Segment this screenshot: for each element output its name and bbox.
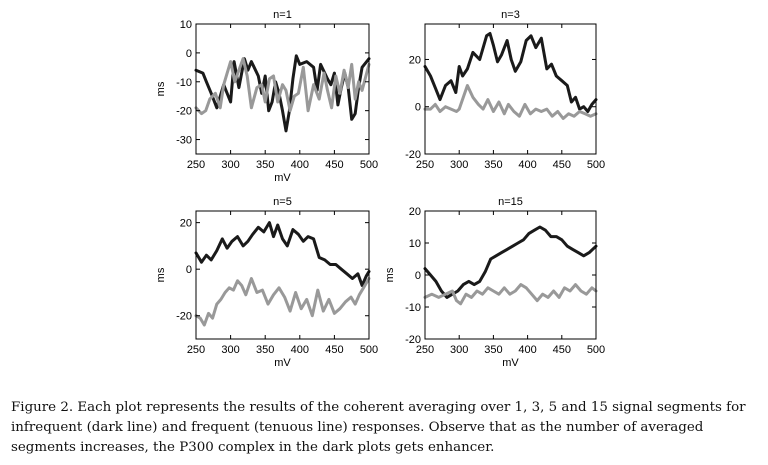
x-tick-label: 400 (291, 159, 309, 171)
x-tick-label: 250 (416, 344, 434, 356)
plot-border (424, 23, 597, 155)
x-axis-label: mV (274, 172, 291, 184)
y-tick-label: -20 (176, 106, 192, 118)
x-tick-label: 300 (221, 344, 239, 356)
y-tick-label: 20 (409, 54, 421, 66)
plot-frame (424, 23, 597, 155)
x-tick-label: 450 (553, 159, 571, 171)
y-tick-label: -30 (176, 135, 192, 147)
y-tick-label: -10 (176, 77, 192, 89)
y-tick-label: -20 (176, 311, 192, 323)
y-tick-label: -20 (405, 149, 421, 161)
x-tick-label: 450 (325, 159, 343, 171)
x-tick-label: 350 (484, 344, 502, 356)
y-tick-label: 10 (409, 238, 421, 250)
y-tick-label: 0 (186, 48, 192, 60)
chart-panel-3: 250 300 350 400 450 500 20 0 -20 n=5 mV ms (155, 196, 378, 369)
x-axis-label: mV (502, 357, 519, 369)
y-axis-label: ms (384, 267, 396, 282)
x-tick-label: 250 (187, 344, 205, 356)
y-tick-label: 0 (415, 270, 421, 282)
x-tick-label: 400 (291, 344, 309, 356)
plot-frame (195, 210, 370, 340)
series-group (194, 221, 371, 327)
series-line-light (194, 277, 371, 327)
x-tick-label: 300 (450, 159, 468, 171)
x-tick-label: 400 (518, 159, 536, 171)
y-tick-label: 20 (409, 206, 421, 218)
series-line-light (423, 84, 598, 120)
y-tick-label: -20 (405, 334, 421, 346)
chart-panel-4: 250 300 350 400 450 500 20 10 0 -10 -20 n=15 mV ms (384, 196, 605, 369)
figure-panels: 250 300 350 400 450 500100-10-20-30n=1mVms250… (155, 9, 605, 369)
series-line-light (194, 57, 371, 116)
y-tick-label: 0 (186, 264, 192, 276)
x-tick-label: 250 (416, 159, 434, 171)
series-line-dark (423, 32, 598, 113)
y-tick-label: -10 (405, 302, 421, 314)
x-tick-label: 350 (484, 159, 502, 171)
series-group (423, 32, 598, 120)
chart-panel-2: 250 300 350 400 450 500 20 0 -20 n=3 (405, 9, 605, 171)
y-tick-label: 20 (180, 218, 192, 230)
series-line-dark (194, 221, 371, 287)
chart-panel-1: 250 300 350 400 450 500 10 0 -10 -20 -30 n=1 mV ms (155, 9, 378, 184)
series-line-light (423, 283, 598, 306)
x-tick-label: 250 (187, 159, 205, 171)
plot-frame (424, 210, 597, 340)
series-group (423, 225, 598, 306)
y-axis-label: ms (155, 81, 167, 96)
y-tick-label: 0 (415, 102, 421, 114)
x-tick-label: 500 (360, 159, 378, 171)
x-tick-label: 450 (553, 344, 571, 356)
plot-border (195, 23, 370, 155)
series-group (194, 54, 371, 133)
figure-caption: Figure 2. Each plot represents the resul… (11, 400, 746, 455)
panel-title: n=3 (501, 9, 520, 21)
y-tick-label: 10 (180, 19, 192, 31)
y-axis-label: ms (155, 267, 167, 282)
x-tick-label: 500 (587, 159, 605, 171)
panel-title: n=1 (273, 9, 292, 21)
x-tick-label: 350 (256, 344, 274, 356)
x-axis-label: mV (274, 357, 291, 369)
x-tick-label: 500 (360, 344, 378, 356)
x-tick-label: 300 (221, 159, 239, 171)
x-tick-label: 300 (450, 344, 468, 356)
x-tick-label: 450 (325, 344, 343, 356)
panel-title: n=5 (273, 196, 292, 208)
plot-border (195, 210, 370, 340)
x-tick-label: 350 (256, 159, 274, 171)
x-tick-label: 500 (587, 344, 605, 356)
x-tick-label: 400 (518, 344, 536, 356)
panel-title: n=15 (498, 196, 523, 208)
